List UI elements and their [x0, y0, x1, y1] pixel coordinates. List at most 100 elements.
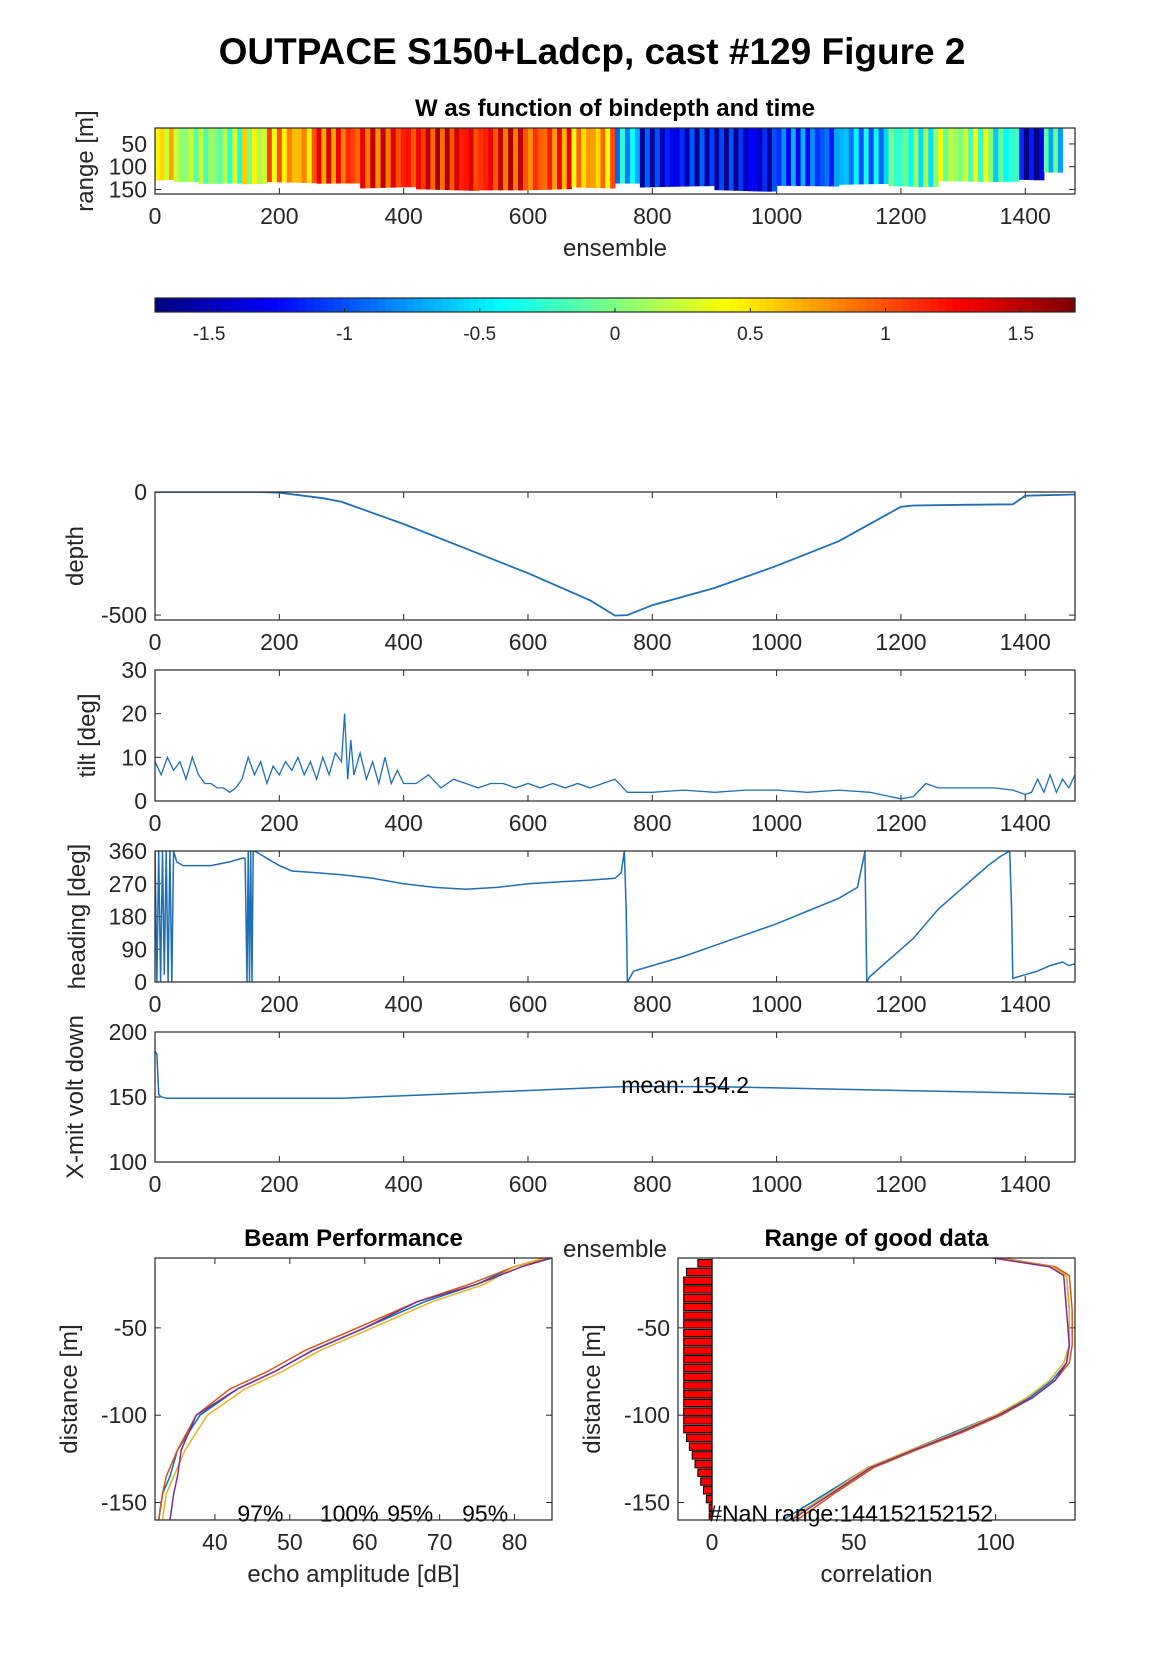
colorbar-swatch [500, 298, 508, 312]
tilt-axes: 0 200 400 600 800 1000 1200 1400 0 10 20 30 tilt [de… [74, 657, 1076, 836]
heatmap-cell [913, 128, 919, 187]
nan-count-bar [683, 1398, 713, 1408]
y-tick-label: -100 [101, 1402, 147, 1428]
colorbar-swatch [1060, 298, 1069, 312]
heatmap-cell [973, 128, 979, 182]
colorbar-swatch [650, 298, 659, 312]
colorbar-swatch [809, 298, 817, 312]
colorbar-swatch [442, 298, 451, 312]
heatmap-cell [208, 128, 214, 184]
heatmap-cell [571, 128, 577, 188]
heatmap-cell [1048, 128, 1054, 173]
heatmap-cell [767, 128, 773, 192]
heatmap-cell [805, 128, 811, 187]
colorbar-swatch [816, 298, 825, 312]
nan-count-bar [683, 1320, 713, 1329]
heatmap-cell [1057, 128, 1064, 173]
heatmap-cell [908, 128, 914, 187]
colorbar-swatch [1031, 298, 1040, 312]
colorbar-swatch [521, 298, 530, 312]
y-tick-label: 150 [109, 176, 147, 202]
heatmap-cell [405, 128, 412, 188]
heatmap-cell [532, 128, 539, 191]
colorbar-swatch [169, 298, 178, 312]
colorbar: -1.5 -1 -0.5 0 0.5 1 1.5 [154, 297, 1076, 345]
colorbar-tick-label: -1 [336, 324, 353, 345]
colorbar-swatch [694, 298, 702, 312]
beam-percent-annotation: 95% [462, 1500, 508, 1526]
heatmap-cell [164, 128, 170, 181]
colorbar-swatch [845, 298, 853, 312]
heatmap-cell [473, 128, 479, 191]
x-tick-label: 800 [633, 810, 671, 836]
colorbar-swatch [1067, 298, 1076, 312]
colorbar-swatch [967, 298, 975, 312]
x-tick-label: 600 [509, 810, 547, 836]
heatmap-cell [251, 128, 258, 185]
heatmap-cell [159, 128, 165, 181]
x-tick-label: 1200 [875, 629, 926, 655]
w_image-title: W as function of bindepth and time [415, 95, 815, 122]
heatmap-cell [738, 128, 744, 191]
colorbar-swatch [1046, 298, 1055, 312]
colorbar-swatch [514, 298, 523, 312]
colorbar-swatch [679, 298, 688, 312]
heatmap-cell [728, 128, 735, 191]
heatmap-cell [858, 128, 865, 185]
colorbar-swatch [270, 298, 278, 312]
colorbar-swatch [823, 298, 832, 312]
colorbar-swatch [456, 298, 465, 312]
heatmap-cell [425, 128, 431, 190]
y-tick-label: -150 [624, 1490, 670, 1516]
colorbar-tick-label: 1 [880, 324, 891, 345]
colorbar-swatch [162, 298, 170, 312]
colorbar-swatch [183, 298, 192, 312]
heatmap-cell [1019, 128, 1025, 180]
heatmap-cell [498, 128, 504, 191]
colorbar-swatch [960, 298, 968, 312]
colorbar-swatch [392, 298, 400, 312]
heatmap-cell [898, 128, 904, 187]
xmit-series-line [155, 1051, 1075, 1100]
heatmap-cell [1013, 128, 1020, 182]
heatmap-cell [771, 128, 778, 192]
heatmap-cell [247, 128, 253, 185]
beam-series-line-1 [157, 1258, 552, 1520]
heatmap-cell [321, 128, 327, 184]
heatmap-cell [704, 128, 710, 187]
colorbar-swatch [859, 298, 868, 312]
colorbar-swatch [708, 298, 717, 312]
colorbar-swatch [485, 298, 494, 312]
colorbar-swatch [571, 298, 580, 312]
heatmap-cell [242, 128, 248, 185]
colorbar-swatch [902, 298, 911, 312]
heatmap-cell [649, 128, 656, 188]
colorbar-swatch [226, 298, 235, 312]
colorbar-swatch [478, 298, 487, 312]
axes-frame [154, 491, 1076, 621]
colorbar-swatch [420, 298, 429, 312]
range_good-ylabel: distance [m] [579, 1324, 606, 1453]
heatmap-cell [848, 128, 855, 185]
heatmap-cell [659, 128, 666, 188]
nan-count-bar [683, 1311, 713, 1320]
colorbar-swatch [622, 298, 630, 312]
heatmap-cell [1038, 128, 1045, 181]
colorbar-tick-label: 0.5 [737, 324, 763, 345]
heatmap-cell [188, 128, 195, 183]
heatmap-cell [178, 128, 185, 182]
heatmap-cell [217, 128, 224, 184]
nan-count-bar [683, 1355, 713, 1364]
heatmap-cell [350, 128, 356, 184]
colorbar-swatch [341, 298, 350, 312]
beam-plot-area [157, 1258, 552, 1520]
colorbar-swatch [399, 298, 408, 312]
heatmap-cell [527, 128, 534, 191]
colorbar-swatch [277, 298, 285, 312]
heatmap-cell [987, 128, 994, 183]
heatmap-cell [883, 128, 890, 184]
x-tick-label: 200 [260, 810, 298, 836]
heatmap-cell [335, 128, 342, 184]
beam-percent-annotation: 97% [237, 1500, 283, 1526]
heatmap-cell [903, 128, 909, 187]
